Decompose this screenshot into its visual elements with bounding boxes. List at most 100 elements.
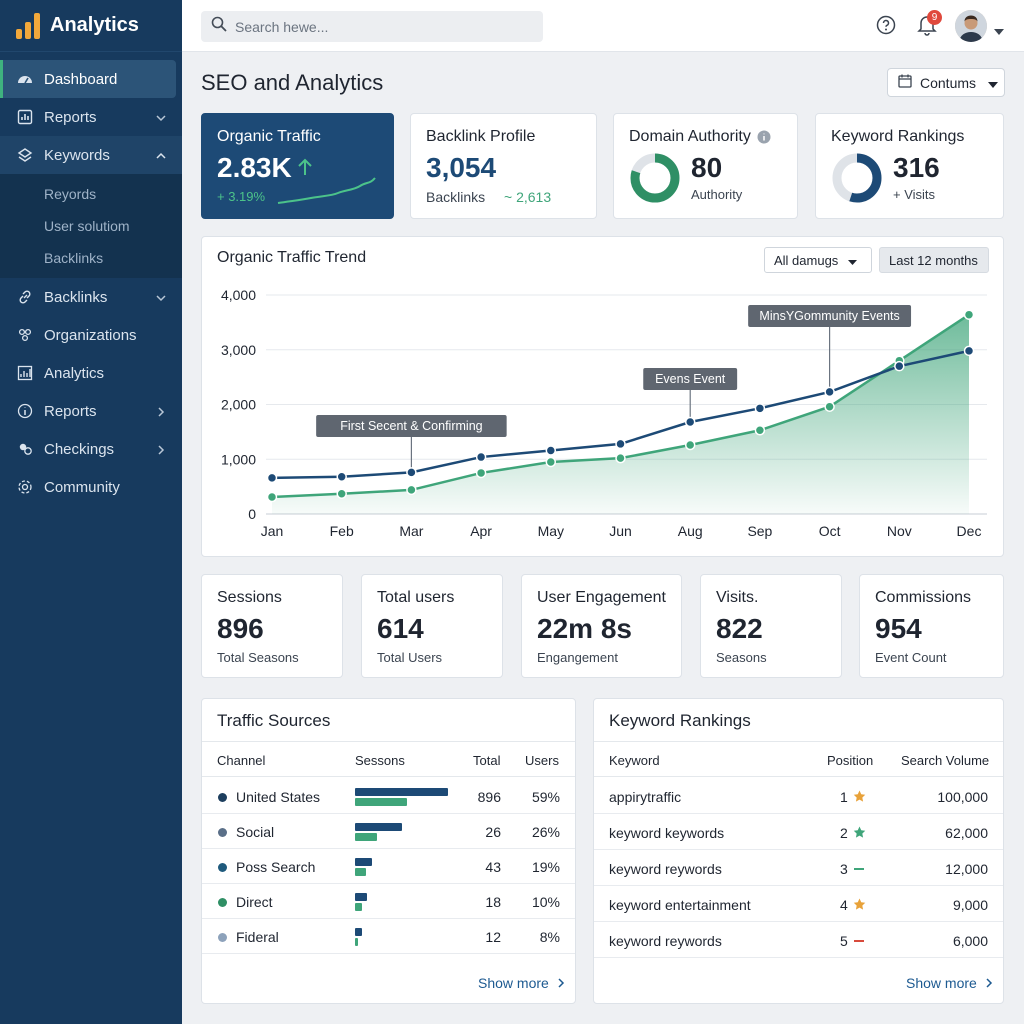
show-more-link[interactable]: Show more — [906, 975, 993, 991]
users-value: 10% — [531, 894, 560, 910]
filter-dropdown[interactable]: All damugs — [764, 247, 872, 273]
metric-title: Sessions — [217, 589, 282, 606]
x-tick-label: Sep — [747, 523, 772, 539]
x-tick-label: Apr — [470, 523, 492, 539]
sidebar-item-dashboard[interactable]: Dashboard — [0, 60, 176, 98]
metric-sub: Total Users — [377, 650, 443, 665]
search-box[interactable] — [201, 11, 543, 42]
series-area — [272, 314, 969, 514]
sessions-bar-secondary — [355, 833, 378, 841]
kpi-keyword-rankings[interactable]: Keyword Rankings 316 + Visits — [815, 113, 1004, 219]
annotation-box — [316, 415, 507, 437]
data-point — [336, 471, 347, 483]
users-value: 19% — [531, 859, 560, 875]
metric-value: 614 — [377, 613, 424, 644]
metric-value: 896 — [217, 613, 264, 644]
sidebar-item-label: Reports — [44, 402, 97, 420]
metric-commissions[interactable]: Commissions 954 Event Count — [859, 574, 1004, 678]
help-icon[interactable] — [876, 15, 896, 40]
channel-name: United States — [236, 789, 321, 805]
metric-title: User Engagement — [537, 589, 666, 606]
organizations-icon — [16, 326, 34, 344]
column-header-total[interactable]: Total — [473, 753, 501, 768]
avatar[interactable] — [955, 10, 987, 42]
date-range-button[interactable]: Contums — [887, 68, 1005, 97]
data-point — [336, 488, 347, 499]
sidebar-item-label: Community — [44, 478, 120, 496]
sidebar-item-reports[interactable]: Reports — [0, 98, 182, 136]
reports-info-icon — [16, 402, 34, 420]
table-row[interactable]: keyword entertainment 4 9,000 — [594, 887, 1003, 922]
sessions-bar-primary — [355, 788, 448, 796]
analytics-logo-icon — [16, 12, 40, 39]
data-point — [894, 360, 905, 372]
column-header-channel[interactable]: Channel — [217, 753, 266, 768]
sessions-bar-primary — [355, 928, 362, 936]
range-button[interactable]: Last 12 months — [879, 247, 989, 273]
sessions-bar-primary — [355, 823, 402, 831]
metric-user-engagement[interactable]: User Engagement 22m 8s Engangement — [521, 574, 682, 678]
sidebar-item-organizations[interactable]: Organizations — [0, 316, 182, 354]
sidebar-item-checkings[interactable]: Checkings — [0, 430, 182, 468]
table-row[interactable]: appirytraffic 1 100,000 — [594, 779, 1003, 814]
search-input[interactable] — [235, 18, 515, 35]
table-row[interactable]: Direct 18 10% — [202, 884, 575, 919]
metric-sub: Total Seasons — [217, 650, 299, 665]
show-more-label: Show more — [906, 975, 977, 991]
data-point — [824, 386, 835, 398]
data-point — [406, 467, 417, 478]
star-orange-icon — [853, 898, 866, 914]
metric-total-users[interactable]: Total users 614 Total Users — [361, 574, 503, 678]
sidebar-item-reports-2[interactable]: Reports — [0, 392, 182, 430]
users-value: 8% — [539, 929, 560, 945]
table-row[interactable]: keyword reywords 3 12,000 — [594, 851, 1003, 886]
kpi-value: 80 — [691, 152, 723, 183]
subnav-item-user-solution[interactable]: User solutiom — [44, 218, 130, 234]
sidebar-item-backlinks[interactable]: Backlinks — [0, 278, 182, 316]
sidebar-item-analytics[interactable]: Analytics — [0, 354, 182, 392]
dashboard-icon — [16, 70, 34, 88]
sessions-bar-secondary — [355, 798, 408, 806]
column-header-keyword[interactable]: Keyword — [609, 753, 660, 768]
column-header-sessions[interactable]: Sessons — [355, 753, 405, 768]
table-row[interactable]: Poss Search 43 19% — [202, 849, 575, 884]
x-tick-label: Jan — [261, 523, 284, 539]
kpi-value: 316 — [893, 152, 940, 183]
show-more-link[interactable]: Show more — [478, 975, 565, 991]
table-row[interactable]: Social 26 26% — [202, 814, 575, 849]
range-label: Last 12 months — [889, 252, 978, 268]
kpi-organic-traffic[interactable]: Organic Traffic 2.83K + 3.19% — [201, 113, 394, 219]
annotation-box — [643, 368, 738, 390]
page-title: SEO and Analytics — [201, 70, 384, 95]
caret-down-icon[interactable] — [994, 22, 1004, 40]
table-row[interactable]: keyword reywords 5 6,000 — [594, 923, 1003, 958]
annotation-label: First Secent & Confirming — [340, 419, 482, 433]
kpi-backlink-profile[interactable]: Backlink Profile 3,054 Backlinks ~ 2,613 — [410, 113, 597, 219]
sidebar: Analytics Dashboard Reports Keywords Rey… — [0, 0, 182, 1024]
kpi-domain-authority[interactable]: Domain Authority 80 Authority — [613, 113, 798, 219]
kpi-title: Backlink Profile — [426, 128, 536, 145]
table-row[interactable]: United States 896 59% — [202, 779, 575, 814]
data-point — [684, 439, 696, 451]
sidebar-item-community[interactable]: Community — [0, 468, 182, 506]
sidebar-item-keywords[interactable]: Keywords — [0, 136, 182, 174]
table-row[interactable]: Fideral 12 8% — [202, 919, 575, 954]
metric-visits[interactable]: Visits. 822 Seasons — [700, 574, 842, 678]
caret-down-icon — [848, 253, 858, 268]
subnav-item-reyords[interactable]: Reyords — [44, 186, 97, 202]
x-tick-label: Mar — [399, 523, 423, 539]
metric-sub: Event Count — [875, 650, 947, 665]
column-header-position[interactable]: Position — [827, 753, 874, 768]
column-header-volume[interactable]: Search Volume — [901, 753, 990, 768]
brand[interactable]: Analytics — [0, 0, 182, 52]
column-header-users[interactable]: Users — [525, 753, 559, 768]
position-value: 2 — [840, 825, 848, 841]
analytics-icon — [16, 364, 34, 382]
subnav-item-backlinks[interactable]: Backlinks — [44, 250, 104, 266]
metric-sessions[interactable]: Sessions 896 Total Seasons — [201, 574, 343, 678]
trend-chart: First Secent & Confirming Evens Event Mins… — [221, 287, 987, 539]
table-row[interactable]: keyword keywords 2 62,000 — [594, 815, 1003, 850]
search-icon — [211, 16, 227, 37]
info-icon[interactable] — [757, 130, 771, 149]
y-tick-label: 1,000 — [221, 451, 256, 467]
